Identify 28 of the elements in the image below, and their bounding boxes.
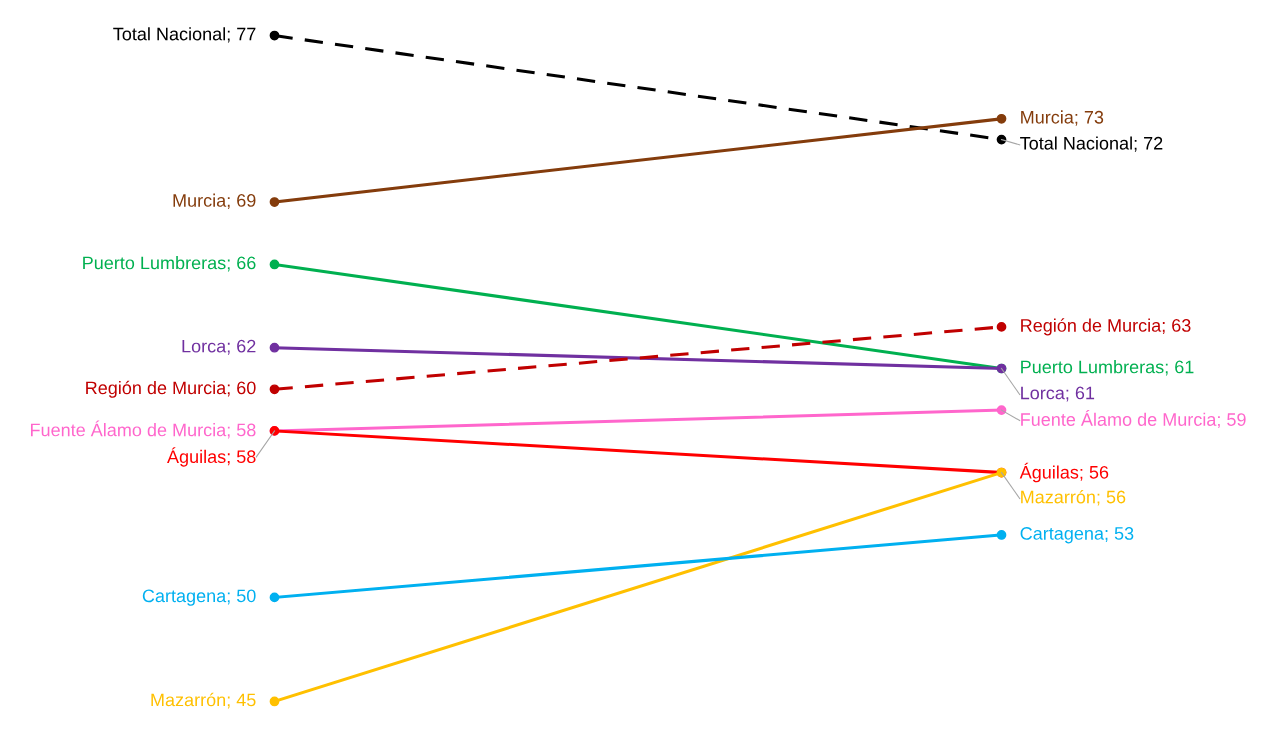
data-label: Total Nacional; 77 (113, 27, 256, 43)
data-label: Fuente Álamo de Murcia; 59 (1021, 410, 1246, 429)
data-label: Cartagena; 53 (1020, 527, 1134, 544)
point (996, 322, 1007, 332)
data-label: Puerto Lumbreras; 61 (1021, 360, 1194, 376)
point (269, 197, 280, 207)
data-label: Murcia; 73 (1021, 110, 1104, 126)
point (269, 696, 280, 707)
data-label: Total Nacional; 72 (1020, 136, 1163, 152)
data-label: Fuente Álamo de Murcia; 58 (31, 420, 256, 439)
point (996, 530, 1007, 540)
point (269, 592, 280, 603)
data-label: Murcia; 69 (173, 193, 256, 209)
data-label: Mazarrón; 56 (1021, 489, 1126, 506)
data-label: Mazarrón; 45 (151, 692, 256, 709)
point (269, 384, 280, 395)
data-label: Puerto Lumbreras; 66 (83, 256, 256, 272)
point (269, 342, 280, 353)
data-label: Lorca; 62 (182, 339, 256, 355)
data-label: Lorca; 61 (1021, 386, 1095, 402)
point (996, 113, 1007, 124)
data-label: Región de Murcia; 63 (1021, 318, 1191, 336)
data-label: Cartagena; 50 (142, 589, 256, 606)
data-label: Águilas; 58 (167, 447, 256, 467)
point (269, 30, 280, 41)
point (269, 259, 280, 270)
data-label: Región de Murcia; 60 (86, 380, 256, 398)
data-label: Águilas; 56 (1019, 462, 1109, 483)
